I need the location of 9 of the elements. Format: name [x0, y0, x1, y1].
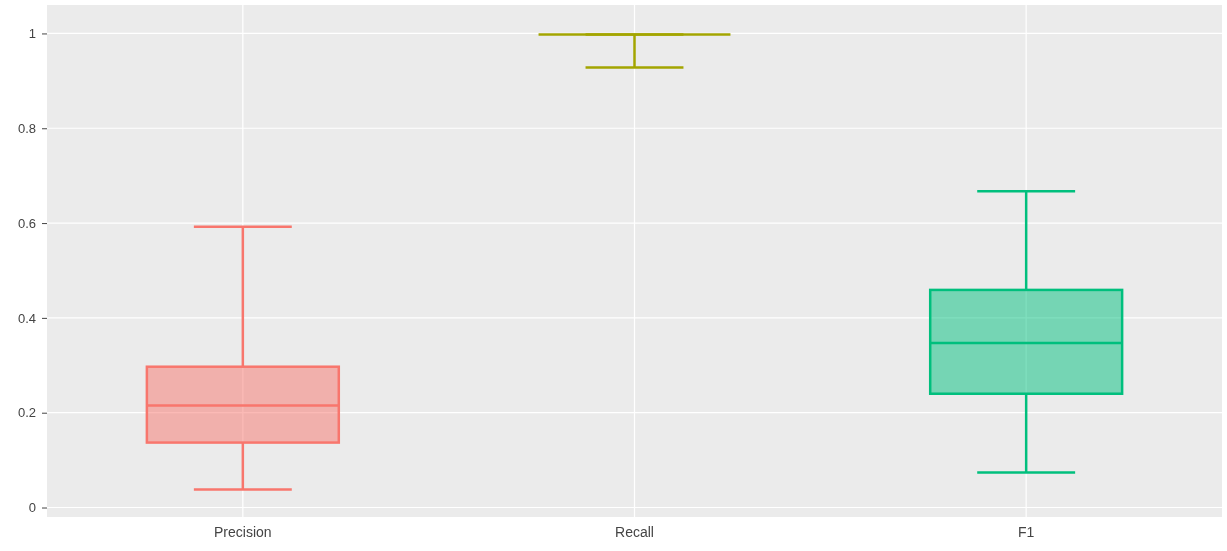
y-tick-label: 1	[28, 26, 36, 42]
y-tick-label: 0.4	[17, 310, 36, 326]
x-tick-label: Recall	[615, 523, 654, 540]
x-tick-label: Precision	[214, 523, 272, 540]
y-tick-label: 0.2	[17, 405, 36, 421]
x-tick-label: F1	[1017, 523, 1035, 540]
y-tick-label: 0.8	[17, 120, 36, 136]
y-tick-label: 0	[28, 500, 36, 516]
y-tick-label: 0.6	[17, 215, 36, 231]
